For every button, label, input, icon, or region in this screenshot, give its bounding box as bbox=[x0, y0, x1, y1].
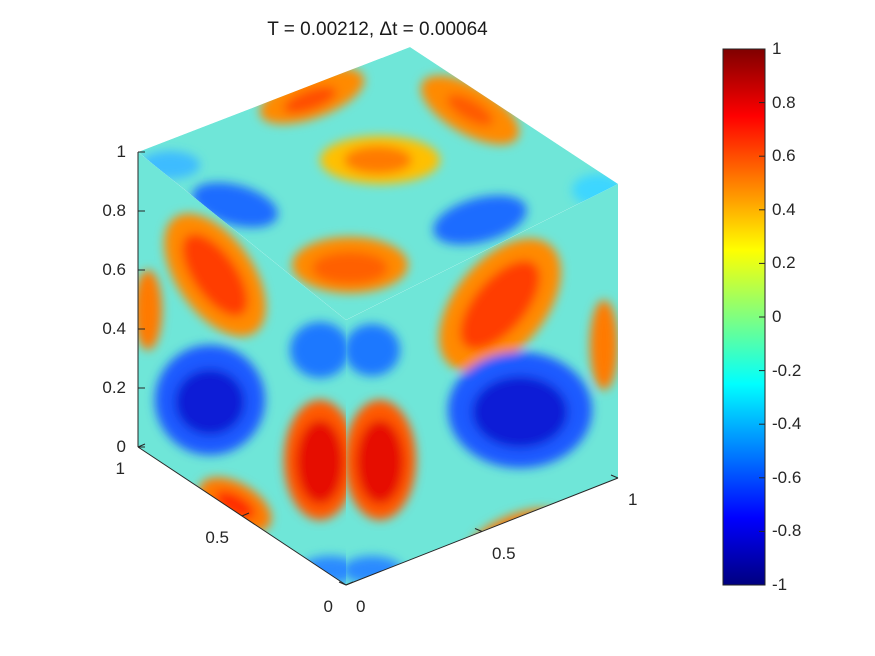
x-tick-label: 0 bbox=[356, 597, 366, 616]
x-tick-mark bbox=[610, 474, 619, 479]
z-tick-label: 0.8 bbox=[102, 201, 126, 220]
z-tick-label: 0 bbox=[116, 437, 126, 456]
colorbar-tick-label: 0.6 bbox=[772, 146, 796, 166]
x-tick-mark bbox=[338, 581, 347, 586]
colorbar-tick-label: -0.4 bbox=[772, 414, 802, 434]
colorbar-tick-label: -1 bbox=[772, 575, 788, 594]
z-tick-label: 0.2 bbox=[102, 378, 126, 397]
cube-face-right bbox=[346, 184, 618, 585]
colorbar-tick-label: 0 bbox=[772, 307, 782, 326]
colorbar-tick-label: 0.2 bbox=[772, 253, 796, 273]
colorbar-tick-label: -0.6 bbox=[772, 467, 802, 487]
colorbar-tick-label: -0.8 bbox=[772, 521, 802, 541]
x-tick-mark bbox=[474, 528, 483, 532]
y-tick-label: 0 bbox=[323, 597, 333, 616]
tick-marks bbox=[137, 151, 619, 586]
y-tick-mark bbox=[345, 581, 354, 586]
colorbar-tick-label: 0.8 bbox=[772, 92, 796, 112]
z-tick-label: 0.4 bbox=[102, 319, 126, 338]
colorbar-tick-label: 0.4 bbox=[772, 199, 796, 219]
z-tick-label: 0.6 bbox=[102, 260, 126, 279]
cube-face-left bbox=[138, 152, 346, 585]
y-tick-mark bbox=[137, 443, 146, 448]
x-tick-label: 1 bbox=[628, 490, 638, 509]
colorbar-tick-label: -0.2 bbox=[772, 360, 802, 380]
y-tick-mark bbox=[241, 512, 250, 517]
colorbar-tick-label: 1 bbox=[772, 39, 782, 58]
colorbar bbox=[722, 48, 766, 586]
chart-title: T = 0.00212, Δt = 0.00064 bbox=[267, 19, 488, 40]
z-tick-label: 1 bbox=[116, 142, 126, 161]
colorbar-gradient bbox=[723, 49, 765, 585]
y-tick-label: 1 bbox=[115, 459, 125, 478]
x-tick-label: 0.5 bbox=[492, 543, 516, 563]
y-tick-label: 0.5 bbox=[205, 528, 229, 547]
